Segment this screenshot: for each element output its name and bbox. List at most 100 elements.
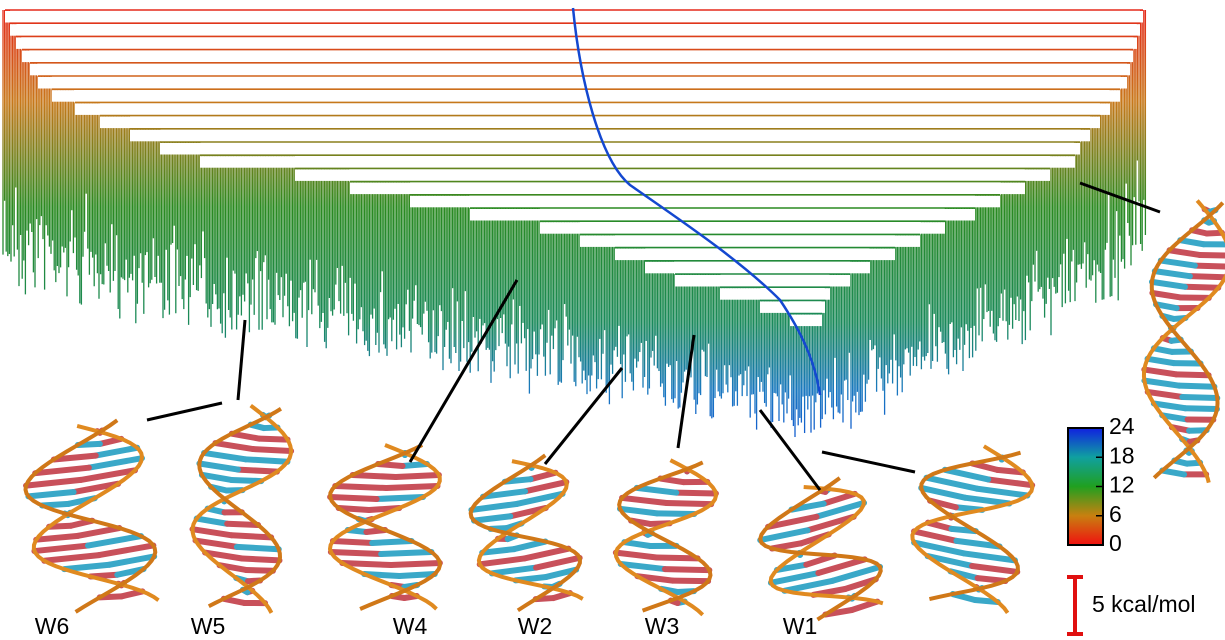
base xyxy=(624,542,650,546)
helix xyxy=(463,452,587,615)
base xyxy=(1144,370,1176,375)
helix xyxy=(750,474,889,629)
helix xyxy=(330,445,440,609)
base xyxy=(480,556,525,566)
level-gap xyxy=(200,156,1075,168)
base xyxy=(525,482,567,491)
level-gap xyxy=(410,196,1000,208)
colorbar-tick-label: 0 xyxy=(1109,530,1122,556)
colorbar-tick-label: 12 xyxy=(1109,472,1135,498)
backbone xyxy=(330,445,440,609)
base xyxy=(676,491,716,496)
base xyxy=(89,458,143,467)
scale-bar-label: 5 kcal/mol xyxy=(1092,591,1196,617)
structure-label: W6 xyxy=(35,613,70,639)
base xyxy=(78,528,120,536)
base xyxy=(1204,242,1225,246)
base xyxy=(396,475,439,477)
base xyxy=(1152,282,1185,287)
base xyxy=(372,541,411,543)
level-gap xyxy=(130,130,1090,142)
base xyxy=(99,545,154,555)
base xyxy=(330,497,376,499)
base xyxy=(474,514,510,522)
disconnectivity-graph xyxy=(3,8,1145,437)
base xyxy=(1188,418,1214,422)
base xyxy=(199,464,238,470)
base xyxy=(620,509,657,514)
structure-label: W5 xyxy=(191,613,226,639)
base xyxy=(331,552,381,554)
base xyxy=(192,529,232,535)
base xyxy=(196,519,227,524)
structure-label: W1 xyxy=(783,613,818,639)
level-gap xyxy=(615,249,895,261)
colorbar-tick-label: 24 xyxy=(1109,413,1135,439)
base xyxy=(760,528,807,542)
base xyxy=(232,533,272,539)
base xyxy=(1169,250,1199,255)
base xyxy=(1184,472,1206,476)
base xyxy=(622,498,667,503)
base xyxy=(34,544,88,553)
base xyxy=(1180,240,1204,244)
base xyxy=(335,486,386,488)
structure-label: W4 xyxy=(393,613,428,639)
base xyxy=(637,488,677,493)
helix xyxy=(185,401,296,613)
base xyxy=(673,579,708,583)
base xyxy=(823,494,855,504)
backbone xyxy=(18,418,162,617)
base xyxy=(977,487,1028,498)
level-gap xyxy=(760,301,825,313)
level-gap xyxy=(22,51,1133,63)
base xyxy=(386,486,437,488)
base xyxy=(44,553,99,563)
base xyxy=(1185,406,1217,411)
colorbar-tick-label: 6 xyxy=(1109,501,1122,527)
page: 5 kcal/mol W6W5W4W2W3W106121824 (() => {… xyxy=(0,0,1225,640)
connector xyxy=(238,320,245,400)
connector xyxy=(147,403,222,420)
base xyxy=(95,448,137,456)
helix xyxy=(18,418,162,617)
base xyxy=(238,468,277,474)
base xyxy=(353,475,396,477)
base xyxy=(1152,293,1180,297)
base xyxy=(204,453,246,459)
base xyxy=(530,473,556,479)
base xyxy=(381,552,431,554)
base xyxy=(1190,274,1225,279)
base xyxy=(1147,359,1174,363)
base xyxy=(616,553,657,558)
base xyxy=(1144,381,1179,386)
base xyxy=(1182,395,1217,400)
level-gap xyxy=(580,235,920,247)
base xyxy=(246,457,288,463)
base xyxy=(1174,361,1201,365)
base xyxy=(1179,384,1214,389)
helix xyxy=(612,457,718,615)
base xyxy=(237,545,279,551)
base xyxy=(88,536,142,545)
base xyxy=(242,557,279,563)
connector xyxy=(545,368,622,464)
level-gap xyxy=(38,77,1127,89)
base xyxy=(666,501,711,506)
helix xyxy=(902,437,1038,614)
base xyxy=(1200,253,1225,258)
base xyxy=(524,549,569,559)
base xyxy=(26,478,81,488)
base xyxy=(926,478,977,489)
level-gap xyxy=(160,143,1080,155)
base xyxy=(1155,271,1190,276)
base xyxy=(333,541,372,543)
base xyxy=(28,490,73,498)
structure-label: W2 xyxy=(518,613,553,639)
base xyxy=(1176,372,1208,377)
base xyxy=(259,437,287,442)
base xyxy=(1195,264,1225,269)
base xyxy=(1161,261,1195,266)
level-gap xyxy=(100,117,1100,129)
base xyxy=(215,443,253,449)
